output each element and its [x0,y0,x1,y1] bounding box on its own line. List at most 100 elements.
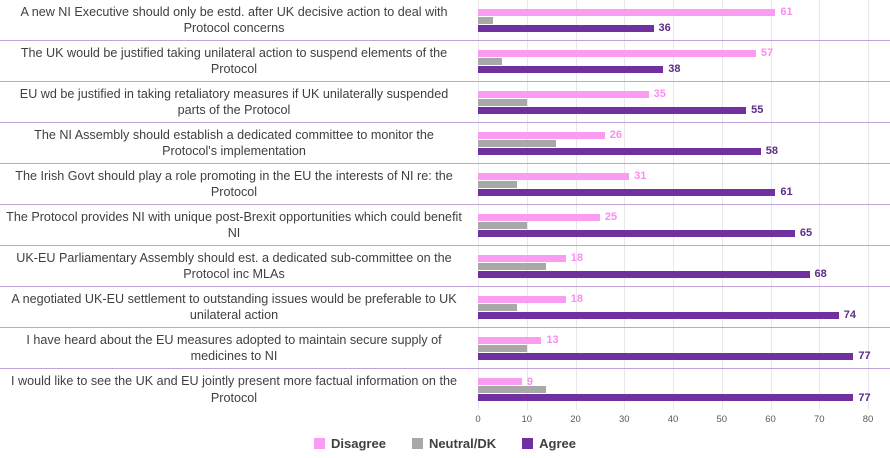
gridline [868,0,869,40]
x-axis-tick-label: 70 [813,414,825,425]
category-label: I would like to see the UK and EU jointl… [11,374,457,405]
bar-group: 18 74 [478,287,869,327]
series-line-neutral-dk [478,344,868,352]
bar-group: 31 61 [478,164,869,204]
category-label: The NI Assembly should establish a dedic… [34,127,434,158]
bar-agree [478,188,776,196]
gridline [868,328,869,368]
series-line-disagree: 13 [478,334,868,346]
series-line-agree: 61 [478,186,868,198]
bar-agree [478,24,654,32]
bar-group: 61 36 [478,0,869,40]
series-line-disagree: 35 [478,89,868,100]
chart-row: UK-EU Parliamentary Assembly should est.… [0,246,890,287]
chart-row: I would like to see the UK and EU jointl… [0,369,890,410]
legend-label: Neutral/DK [428,435,497,451]
bar-disagree [478,49,756,57]
series-line-neutral-dk [478,16,868,24]
value-label: 58 [765,145,778,157]
bar-neutral-dk [478,16,493,24]
category-label: I have heard about the EU measures adopt… [26,332,442,363]
gridline [868,287,869,327]
chart-row: A negotiated UK-EU settlement to outstan… [0,287,890,328]
value-label: 18 [570,252,583,264]
bar-group: 57 38 [478,41,869,81]
bar-agree [478,106,747,114]
legend-label: Disagree [331,435,386,451]
category-label: The Irish Govt should play a role promot… [15,168,453,199]
chart-row: EU wd be justified in taking retaliatory… [0,82,890,123]
bar-group: 9 77 [478,369,871,410]
series-line-agree: 55 [478,104,868,116]
value-label: 68 [814,268,827,280]
gridline [868,246,869,286]
series-line-disagree: 26 [478,129,868,141]
value-label: 9 [526,375,533,388]
x-axis-tick-label: 40 [667,414,679,425]
bar-agree [478,65,664,73]
series-line-neutral-dk [478,303,868,311]
value-label: 61 [780,186,793,198]
bar-agree [478,270,810,278]
bar-neutral-dk [478,262,547,270]
series-line-neutral-dk [478,386,868,393]
chart-row: The Irish Govt should play a role promot… [0,164,890,205]
series-line-disagree: 31 [478,170,868,182]
value-label: 55 [751,104,764,116]
x-axis-tick-label: 60 [765,414,776,425]
series-line-neutral-dk [478,98,868,106]
bar-group: 25 65 [478,205,869,245]
series-line-neutral-dk [478,221,868,229]
series-line-disagree: 9 [478,375,868,388]
bar-neutral-dk [478,344,527,352]
legend-swatch-icon [411,437,423,449]
series-line-neutral-dk [478,262,868,270]
category-label: A new NI Executive should only be estd. … [20,4,448,35]
bar-disagree [478,90,649,98]
gridline [868,369,869,410]
bar-agree [478,147,761,155]
series-line-disagree: 57 [478,48,868,59]
series-line-agree: 68 [478,268,868,280]
value-label: 25 [604,211,618,223]
x-axis-tick-label: 80 [862,414,874,425]
value-label: 65 [799,227,813,239]
bar-disagree [478,131,605,139]
value-label: 61 [780,6,793,18]
bar-neutral-dk [478,386,547,393]
category-label: EU wd be justified in taking retaliatory… [19,86,449,117]
series-line-agree: 36 [478,22,868,34]
value-label: 13 [546,334,559,346]
legend-item-neutral-dk: Neutral/DK [411,435,497,451]
bar-group: 26 58 [478,123,869,163]
value-label: 36 [658,22,671,34]
gridline [868,205,869,245]
value-label: 31 [634,170,647,182]
chart-row: The Protocol provides NI with unique pos… [0,205,890,246]
x-axis-tick-label: 30 [618,414,630,425]
value-label: 18 [570,293,583,305]
bar-agree [478,394,854,401]
series-line-agree: 77 [478,391,871,404]
series-line-agree: 58 [478,145,868,157]
x-axis-tick-label: 10 [521,414,533,425]
gridline [868,164,869,204]
value-label: 77 [858,391,871,404]
x-axis-tick-label: 20 [570,414,581,425]
bar-agree [478,352,854,360]
series-line-agree: 74 [478,310,868,321]
gridline [868,82,869,122]
bar-group: 35 55 [478,82,869,122]
chart-row: A new NI Executive should only be estd. … [0,0,890,41]
chart-row: The NI Assembly should establish a dedic… [0,123,890,164]
series-line-agree: 38 [478,64,868,75]
gridline [868,41,869,81]
bar-disagree [478,336,542,344]
value-label: 26 [609,129,622,141]
category-label: A negotiated UK-EU settlement to outstan… [11,291,457,322]
legend-label: Agree [539,435,576,451]
series-line-disagree: 61 [478,6,868,18]
legend-item-agree: Agree [522,436,576,451]
bar-disagree [478,172,630,180]
bar-disagree [478,213,600,221]
